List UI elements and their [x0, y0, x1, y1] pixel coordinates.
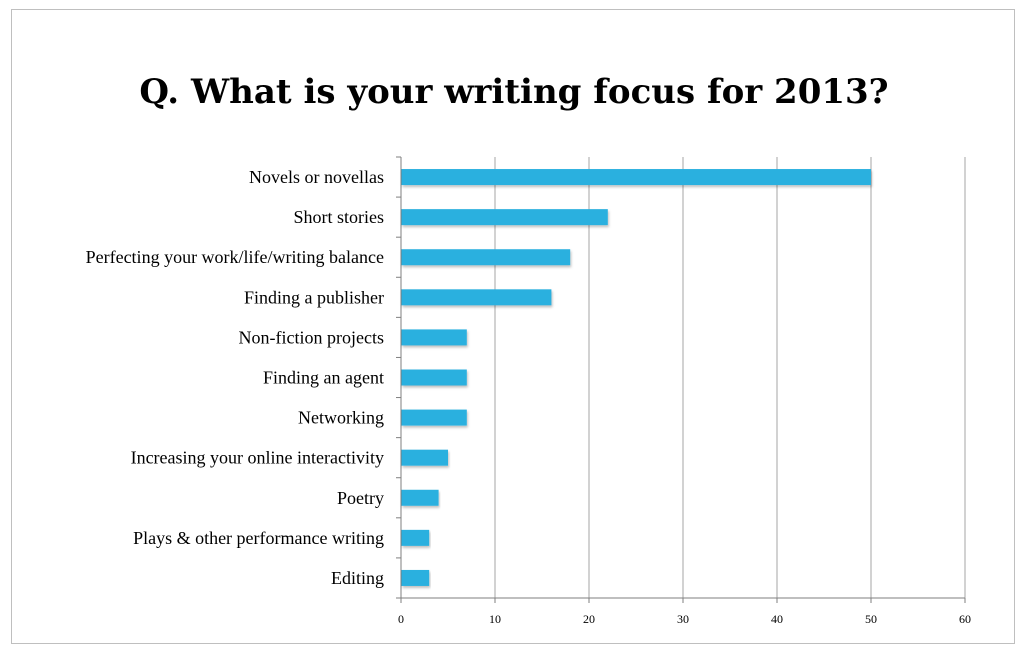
category-label-2: Perfecting your work/life/writing balanc… — [86, 247, 384, 267]
x-tick-label-40: 40 — [771, 612, 783, 626]
category-label-6: Networking — [298, 408, 384, 428]
bar-10 — [401, 569, 430, 586]
category-label-7: Increasing your online interactivity — [131, 448, 384, 468]
category-label-3: Finding a publisher — [244, 287, 384, 307]
category-label-9: Plays & other performance writing — [133, 528, 384, 548]
category-label-4: Non-fiction projects — [239, 327, 384, 347]
category-labels: Novels or novellas Short stories Perfectin… — [86, 167, 384, 588]
category-label-8: Poetry — [337, 488, 384, 508]
x-tick-label-30: 30 — [677, 612, 689, 626]
x-tick-label-50: 50 — [865, 612, 877, 626]
bar-8 — [401, 489, 439, 506]
category-label-0: Novels or novellas — [249, 167, 384, 187]
tick-labels: 0 10 20 30 40 50 60 — [398, 612, 971, 626]
x-tick-label-60: 60 — [959, 612, 971, 626]
bar-2 — [401, 249, 571, 266]
bar-6 — [401, 409, 467, 426]
grid-lines — [494, 157, 966, 598]
bar-9 — [401, 529, 430, 546]
chart-title: Q. What is your writing focus for 2013? — [139, 72, 889, 112]
bar-3 — [401, 289, 552, 306]
chart-frame: Q. What is your writing focus for 2013? — [11, 9, 1015, 644]
category-label-1: Short stories — [293, 207, 384, 227]
x-tick-label-20: 20 — [583, 612, 595, 626]
bar-1 — [401, 209, 608, 226]
bar-4 — [401, 329, 467, 346]
bar-0 — [401, 169, 871, 186]
x-tick-label-10: 10 — [489, 612, 501, 626]
category-label-5: Finding an agent — [263, 368, 384, 388]
bars — [401, 169, 871, 586]
axes — [396, 156, 966, 603]
category-label-10: Editing — [331, 568, 384, 588]
bar-7 — [401, 449, 448, 466]
x-tick-label-0: 0 — [398, 612, 404, 626]
bar-5 — [401, 369, 467, 386]
